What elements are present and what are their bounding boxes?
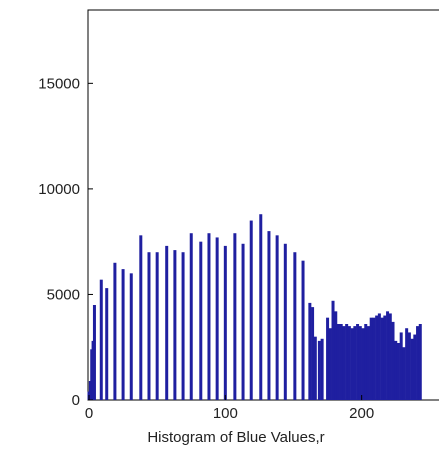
- x-tick-label: 200: [349, 405, 374, 422]
- y-tick-label: 5000: [47, 286, 80, 303]
- x-axis-label: Histogram of Blue Values,r: [147, 429, 324, 446]
- histogram-bar: [147, 252, 151, 400]
- histogram-bar: [139, 235, 143, 400]
- histogram-bar: [233, 233, 237, 400]
- histogram-bar: [416, 326, 420, 400]
- histogram-bar: [301, 260, 305, 400]
- histogram-bar: [165, 245, 169, 400]
- histogram-bar: [313, 336, 317, 400]
- y-tick-label: 15000: [38, 75, 80, 92]
- histogram-bar: [249, 220, 253, 400]
- histogram-bar: [283, 243, 287, 400]
- histogram-bar: [215, 237, 219, 400]
- histogram-bar: [410, 338, 414, 400]
- x-axis-ticks: 0 100 200: [85, 395, 374, 422]
- histogram-bar: [267, 231, 271, 400]
- histogram-bar: [391, 321, 395, 400]
- histogram-bar: [105, 288, 109, 400]
- histogram-bar: [336, 324, 340, 400]
- histogram-bar: [394, 340, 398, 400]
- histogram-bar: [356, 324, 360, 400]
- histogram-bar: [372, 317, 376, 400]
- histogram-bar: [345, 324, 349, 400]
- histogram-bar: [380, 317, 384, 400]
- histogram-bar: [331, 300, 335, 400]
- histogram-bar: [311, 307, 315, 400]
- histogram-bar: [293, 252, 297, 400]
- bars-group: [87, 214, 422, 400]
- histogram-bar: [241, 243, 245, 400]
- histogram-bar: [366, 326, 370, 400]
- y-tick-label: 0: [72, 392, 80, 409]
- histogram-bar: [259, 214, 263, 400]
- histogram-bar: [207, 233, 211, 400]
- x-tick-label: 0: [85, 405, 93, 422]
- histogram-bar: [383, 315, 387, 400]
- histogram-bar: [399, 332, 403, 400]
- histogram-bar: [418, 324, 422, 400]
- histogram-bar: [407, 332, 411, 400]
- histogram-bar: [369, 317, 373, 400]
- histogram-bar: [396, 343, 400, 400]
- histogram-bar: [99, 279, 103, 400]
- histogram-bar: [364, 324, 368, 400]
- x-tick-label: 100: [213, 405, 238, 422]
- histogram-bar: [413, 334, 417, 400]
- histogram-bar: [358, 326, 362, 400]
- histogram-bar: [155, 252, 159, 400]
- histogram-bar: [320, 338, 324, 400]
- y-axis-ticks: 0 5000 10000 15000: [38, 75, 93, 409]
- histogram-bar: [402, 347, 406, 400]
- histogram-bar: [113, 262, 117, 400]
- histogram-bar: [181, 252, 185, 400]
- histogram-bar: [173, 250, 177, 400]
- histogram-bar: [388, 313, 392, 400]
- histogram-bar: [350, 328, 354, 400]
- histogram-bar: [121, 269, 125, 400]
- histogram-bar: [328, 328, 332, 400]
- histogram-bar: [317, 340, 321, 400]
- histogram-bar: [92, 305, 96, 400]
- histogram-bar: [347, 326, 351, 400]
- histogram-bar: [223, 245, 227, 400]
- y-tick-label: 10000: [38, 181, 80, 198]
- histogram-bar: [275, 235, 279, 400]
- histogram-bar: [375, 315, 379, 400]
- histogram-bar: [353, 326, 357, 400]
- histogram-bar: [308, 302, 312, 400]
- histogram-bar: [339, 324, 343, 400]
- histogram-bar: [342, 326, 346, 400]
- histogram-bar: [326, 317, 330, 400]
- histogram-bar: [377, 313, 381, 400]
- histogram-bar: [199, 241, 203, 400]
- histogram-bar: [386, 311, 390, 400]
- histogram-bar: [405, 328, 409, 400]
- histogram-bar: [361, 328, 365, 400]
- histogram-bar: [189, 233, 193, 400]
- histogram-bar: [129, 273, 133, 400]
- histogram-bar: [334, 311, 338, 400]
